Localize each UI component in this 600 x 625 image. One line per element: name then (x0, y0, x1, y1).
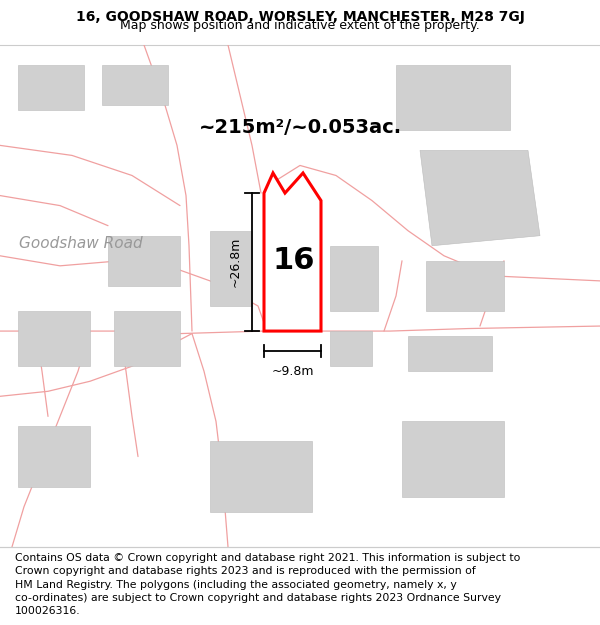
Polygon shape (210, 231, 252, 306)
Text: 16: 16 (273, 246, 315, 275)
Polygon shape (264, 173, 321, 331)
Polygon shape (396, 65, 510, 131)
Text: ~215m²/~0.053ac.: ~215m²/~0.053ac. (199, 118, 401, 138)
Polygon shape (408, 336, 492, 371)
Text: ~9.8m: ~9.8m (271, 365, 314, 378)
Polygon shape (102, 65, 168, 105)
Polygon shape (18, 311, 90, 366)
Polygon shape (420, 151, 540, 246)
Polygon shape (426, 261, 504, 311)
Text: 16, GOODSHAW ROAD, WORSLEY, MANCHESTER, M28 7GJ: 16, GOODSHAW ROAD, WORSLEY, MANCHESTER, … (76, 10, 524, 24)
Polygon shape (210, 441, 312, 512)
Text: Goodshaw Road: Goodshaw Road (19, 236, 143, 251)
Polygon shape (18, 65, 84, 110)
Polygon shape (330, 331, 372, 366)
Text: Map shows position and indicative extent of the property.: Map shows position and indicative extent… (120, 19, 480, 31)
Polygon shape (330, 246, 378, 311)
Polygon shape (18, 426, 90, 487)
Text: Contains OS data © Crown copyright and database right 2021. This information is : Contains OS data © Crown copyright and d… (15, 553, 520, 616)
Polygon shape (114, 311, 180, 366)
Text: ~26.8m: ~26.8m (229, 237, 242, 288)
Polygon shape (108, 236, 180, 286)
Polygon shape (402, 421, 504, 497)
